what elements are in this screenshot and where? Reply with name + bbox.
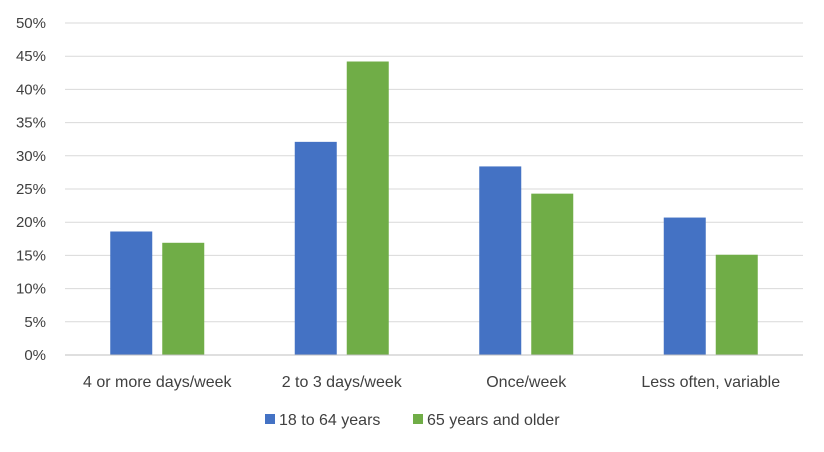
- legend-label: 18 to 64 years: [279, 412, 380, 429]
- bar: [162, 242, 205, 355]
- y-tick-label: 25%: [16, 181, 46, 198]
- x-category-label: Less often, variable: [641, 374, 780, 391]
- bar: [479, 166, 522, 355]
- y-tick-label: 50%: [16, 15, 46, 32]
- bars: [110, 61, 758, 356]
- x-category-label: Once/week: [486, 374, 567, 391]
- legend-swatch: [413, 414, 423, 424]
- y-tick-label: 35%: [16, 115, 46, 132]
- y-tick-label: 0%: [24, 347, 46, 364]
- y-axis-tick-labels: 0% 5% 10% 15% 20% 25% 30% 35% 40% 45% 50%: [16, 15, 46, 364]
- y-tick-label: 15%: [16, 247, 46, 264]
- y-tick-label: 45%: [16, 48, 46, 65]
- legend-swatch: [265, 414, 275, 424]
- bar: [715, 254, 758, 355]
- bar: [294, 141, 337, 355]
- legend: 18 to 64 years 65 years and older: [265, 412, 560, 429]
- y-tick-label: 20%: [16, 214, 46, 231]
- legend-label: 65 years and older: [427, 412, 560, 429]
- y-tick-label: 30%: [16, 148, 46, 165]
- x-category-label: 2 to 3 days/week: [282, 374, 403, 391]
- y-tick-label: 10%: [16, 281, 46, 298]
- bar: [346, 61, 389, 356]
- bar: [663, 217, 706, 355]
- x-category-label: 4 or more days/week: [83, 374, 233, 391]
- x-axis: 4 or more days/week 2 to 3 days/week Once/…: [65, 354, 803, 391]
- bar: [110, 231, 153, 355]
- bar: [531, 193, 574, 355]
- y-tick-label: 5%: [24, 314, 46, 331]
- y-tick-label: 40%: [16, 81, 46, 98]
